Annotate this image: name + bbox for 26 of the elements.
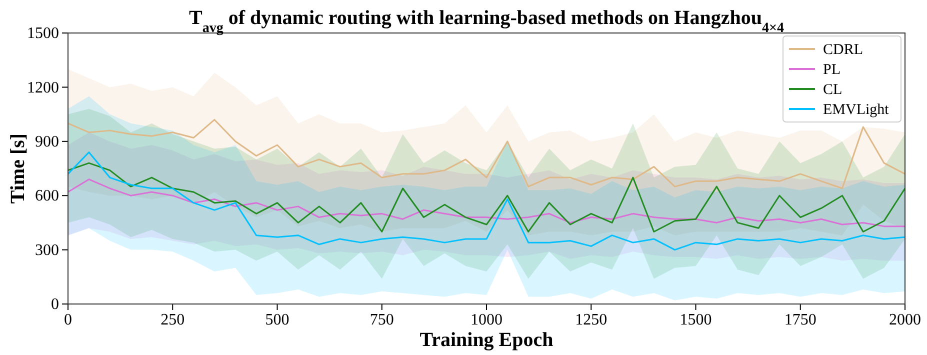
chart-title: T$_{avg}$ of dynamic routing with learning-based methods on Hangzhou$_{4×4}$	[189, 7, 784, 36]
x-tick-label: 0	[64, 311, 72, 328]
y-axis-title: Time [s]	[7, 133, 29, 204]
y-tick-label: 900	[35, 134, 59, 151]
line-series	[67, 151, 906, 251]
x-tick-label: 750	[370, 311, 394, 328]
x-tick-label: 500	[265, 311, 290, 328]
x-axis-title: Training Epoch	[420, 329, 554, 351]
x-tick-label: 1750	[784, 311, 816, 328]
x-tick-label: 250	[160, 311, 185, 328]
legend-label: CDRL	[823, 42, 864, 58]
x-tick-label: 1000	[470, 311, 502, 328]
x-tick-label: 1500	[680, 311, 712, 328]
x-tick-label: 1250	[575, 311, 608, 328]
legend-label: EMVLight	[823, 102, 890, 118]
y-tick-label: 0	[51, 296, 59, 314]
y-tick-label: 1200	[27, 79, 59, 96]
legend-label: CL	[823, 82, 842, 98]
y-tick-label: 300	[35, 242, 59, 259]
line-series	[67, 118, 906, 190]
legend-label: PL	[823, 62, 841, 78]
line-series	[67, 178, 906, 228]
line-series	[67, 162, 906, 232]
y-tick-label: 1500	[27, 25, 59, 42]
y-tick-label: 600	[35, 188, 59, 205]
x-tick-label: 2000	[889, 311, 921, 328]
